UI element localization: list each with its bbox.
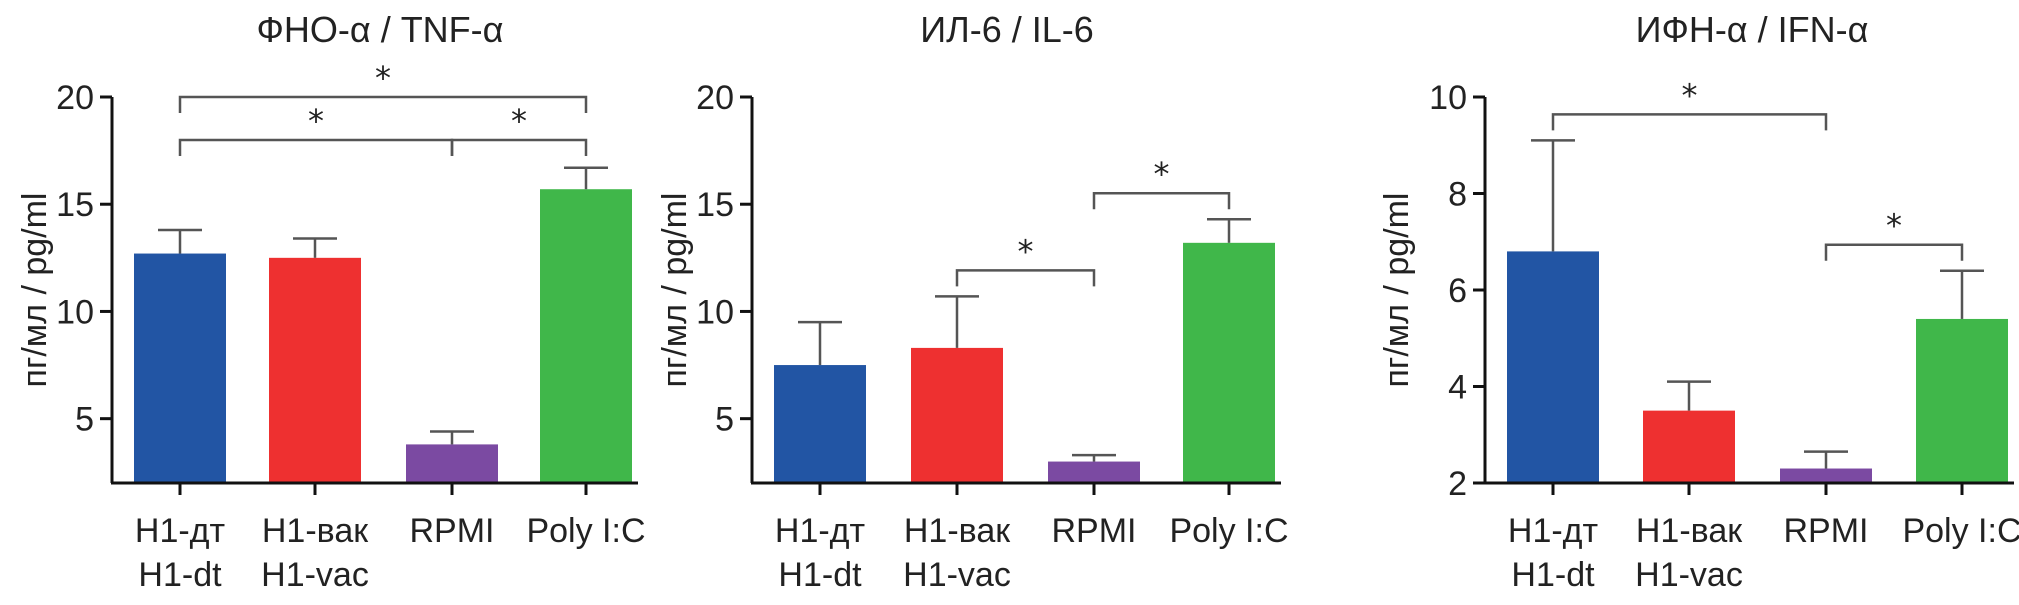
significance-label: * bbox=[375, 59, 391, 97]
x-tick-label: Н1-дт bbox=[1508, 512, 1598, 550]
significance-bracket bbox=[955, 269, 1096, 287]
y-tick-label: 10 bbox=[696, 293, 734, 331]
bar bbox=[134, 253, 226, 483]
x-tick-label: Poly I:C bbox=[1902, 512, 2019, 550]
bar bbox=[911, 347, 1003, 483]
significance-bracket bbox=[178, 138, 454, 156]
bar bbox=[1048, 461, 1140, 483]
y-tick-label: 15 bbox=[56, 186, 94, 224]
y-tick-label: 15 bbox=[696, 186, 734, 224]
x-tick-label: Poly I:C bbox=[1169, 512, 1288, 550]
y-tick-label: 10 bbox=[56, 293, 94, 331]
x-tick-label: H1-vac bbox=[903, 556, 1011, 594]
significance-bracket bbox=[1551, 113, 1828, 131]
bar bbox=[1643, 410, 1735, 483]
significance-label: * bbox=[308, 102, 324, 140]
bar bbox=[540, 189, 632, 483]
chart-panel-2: ИФН-α / IFN-α пг/мл / pg/ml 2 4 6 8 10 Н1-дт H1-… bbox=[1378, 9, 2019, 594]
x-tick-label: H1-dt bbox=[1511, 556, 1595, 594]
chart-panel-1: ИЛ-6 / IL-6 пг/мл / pg/ml 5 10 15 20 Н1-дт H1-d… bbox=[656, 9, 1289, 594]
significance-label: * bbox=[1154, 155, 1170, 193]
y-tick-label: 20 bbox=[696, 79, 734, 117]
bar bbox=[1507, 251, 1599, 483]
y-tick-label: 4 bbox=[1448, 369, 1467, 407]
significance-bracket bbox=[178, 95, 588, 113]
y-axis-label: пг/мл / pg/ml bbox=[1378, 193, 1416, 388]
bar bbox=[774, 365, 866, 483]
y-tick-label: 8 bbox=[1448, 176, 1467, 214]
chart-title: ФНО-α / TNF-α bbox=[257, 9, 504, 50]
x-tick-label: H1-vac bbox=[261, 556, 369, 594]
bar bbox=[269, 257, 361, 483]
y-tick-label: 2 bbox=[1448, 465, 1467, 503]
y-tick-label: 20 bbox=[56, 79, 94, 117]
x-tick-label: Н1-дт bbox=[775, 512, 865, 550]
significance-bracket bbox=[450, 138, 588, 156]
significance-label: * bbox=[1018, 232, 1034, 270]
x-tick-label: Н1-вак bbox=[1636, 512, 1743, 550]
x-tick-label: Н1-вак bbox=[904, 512, 1011, 550]
y-tick-label: 10 bbox=[1429, 79, 1467, 117]
x-tick-label: H1-dt bbox=[138, 556, 222, 594]
x-tick-label: Н1-вак bbox=[262, 512, 369, 550]
y-axis-label: пг/мл / pg/ml bbox=[16, 193, 54, 388]
significance-label: * bbox=[511, 102, 527, 140]
bar bbox=[1916, 318, 2008, 483]
y-tick-label: 6 bbox=[1448, 272, 1467, 310]
y-axis-label: пг/мл / pg/ml bbox=[656, 193, 694, 388]
y-tick-label: 5 bbox=[715, 401, 734, 439]
significance-bracket bbox=[1092, 191, 1231, 210]
chart-title: ИФН-α / IFN-α bbox=[1636, 9, 1869, 50]
x-tick-label: RPMI bbox=[410, 512, 495, 550]
x-tick-label: RPMI bbox=[1784, 512, 1869, 550]
chart-title: ИЛ-6 / IL-6 bbox=[920, 9, 1094, 50]
y-tick-label: 5 bbox=[75, 401, 94, 439]
x-tick-label: H1-vac bbox=[1635, 556, 1743, 594]
significance-label: * bbox=[1682, 76, 1698, 114]
bar bbox=[1780, 468, 1872, 483]
x-tick-label: H1-dt bbox=[778, 556, 862, 594]
significance-bracket bbox=[1824, 243, 1964, 261]
x-tick-label: Poly I:C bbox=[526, 512, 645, 550]
x-tick-label: RPMI bbox=[1052, 512, 1137, 550]
significance-label: * bbox=[1886, 207, 1902, 245]
bar bbox=[1183, 242, 1275, 483]
bar bbox=[406, 444, 498, 483]
x-tick-label: Н1-дт bbox=[135, 512, 225, 550]
chart-panel-0: ФНО-α / TNF-α пг/мл / pg/ml 5 10 15 20 Н1-дт H1… bbox=[16, 9, 646, 594]
